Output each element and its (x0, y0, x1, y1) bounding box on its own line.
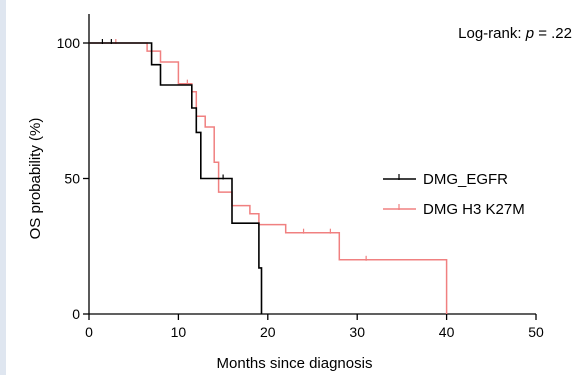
x-tick-label: 20 (260, 324, 276, 340)
axes: 0 50 100 0 10 20 30 40 50 Months since diagnosis O… (27, 14, 544, 372)
legend-label: DMG H3 K27M (423, 201, 525, 218)
x-tick-label: 0 (85, 324, 93, 340)
annotation-prefix: Log-rank: (458, 25, 526, 42)
annotation-suffix: = .22 (534, 25, 572, 42)
x-tick-label: 30 (349, 324, 365, 340)
log-rank-annotation: Log-rank: p = .22 (458, 25, 572, 42)
series-line (89, 42, 263, 314)
x-tick-label: 40 (439, 324, 455, 340)
y-tick-label: 50 (64, 171, 80, 187)
x-tick-label: 50 (528, 324, 544, 340)
y-tick-label: 100 (57, 35, 81, 51)
x-axis-title: Months since diagnosis (217, 355, 373, 372)
y-axis-title: OS probability (%) (27, 118, 44, 240)
legend-label: DMG_EGFR (423, 171, 508, 188)
curves (89, 39, 448, 314)
x-tick-label: 10 (171, 324, 187, 340)
series-line (89, 42, 448, 314)
legend: DMG_EGFR DMG H3 K27M (383, 171, 525, 218)
y-tick-label: 0 (72, 306, 80, 322)
left-edge-strip (0, 0, 6, 375)
annotation-p: p (525, 25, 534, 42)
